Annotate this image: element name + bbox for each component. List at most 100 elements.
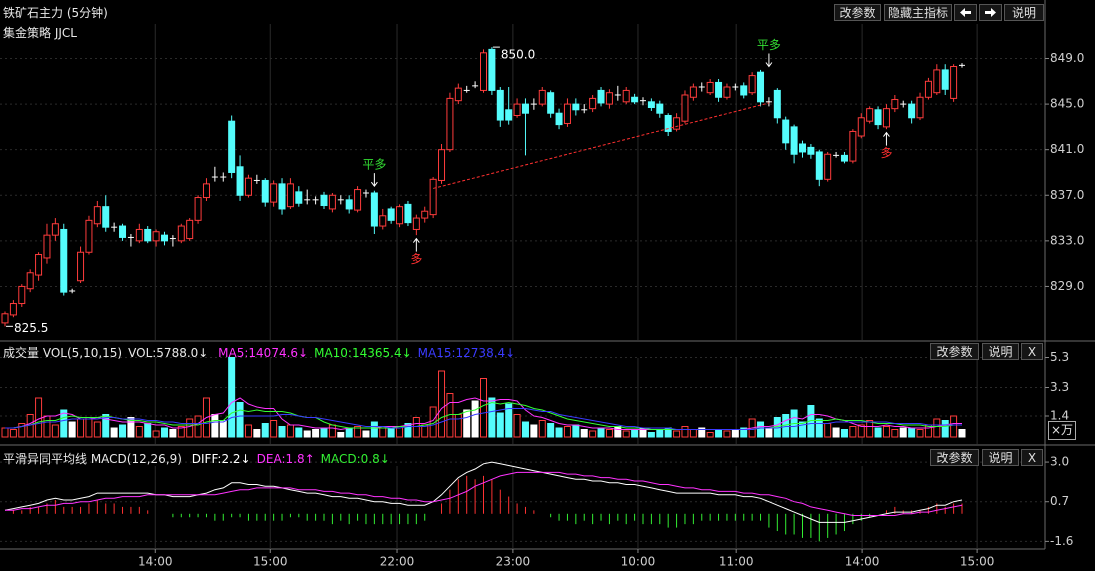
volume-bar <box>18 423 26 438</box>
volume-bar <box>715 429 723 438</box>
volume-bar <box>832 427 840 438</box>
trend-line <box>433 102 770 189</box>
volume-bar <box>471 400 479 438</box>
volume-bar <box>35 397 43 438</box>
legend-entry: MA10:14365.4↓ <box>314 346 412 360</box>
volume-bar <box>916 429 924 438</box>
volume-bar <box>673 430 681 438</box>
volume-bar <box>270 420 278 438</box>
candle-body <box>723 86 731 98</box>
volume-bar <box>882 426 890 438</box>
volume-bar <box>799 421 806 438</box>
volume-bar <box>941 420 949 438</box>
candle-body <box>555 112 563 126</box>
candle-body <box>857 117 865 137</box>
volume-bar <box>228 357 236 438</box>
candle-body <box>177 225 185 242</box>
volume-bar <box>295 427 303 438</box>
candle-body <box>102 206 110 228</box>
button[interactable]: 说明 <box>982 343 1019 360</box>
candle-body <box>572 103 580 111</box>
volume-bar <box>874 427 882 438</box>
volume-bar <box>958 429 966 438</box>
x-tick-label: 23:00 <box>496 555 531 569</box>
volume-bar <box>513 414 521 438</box>
legend-entry: MA5:14074.6↓ <box>218 346 309 360</box>
extreme-label: 850.0 <box>501 48 535 62</box>
candle-body <box>320 194 328 207</box>
volume-bar <box>908 427 916 438</box>
candle-body <box>35 254 43 276</box>
volume-bar <box>161 427 168 438</box>
volume-bar <box>933 418 941 438</box>
volume-bar <box>857 424 865 438</box>
volume-bar <box>622 430 630 438</box>
candle-body <box>202 183 210 199</box>
volume-bar <box>68 421 76 438</box>
volume-bar <box>370 421 378 438</box>
right-arrow-button[interactable] <box>979 4 1002 21</box>
candle-body <box>647 101 655 109</box>
candle-body <box>295 191 303 204</box>
volume-bar <box>840 429 848 438</box>
candle-body <box>563 103 571 124</box>
volume-bar <box>102 414 110 438</box>
volume-bar <box>950 415 958 438</box>
button[interactable]: X <box>1021 449 1043 466</box>
button[interactable]: 说明 <box>1004 4 1044 21</box>
candle-body <box>144 228 152 242</box>
signal-label: 平多 <box>362 158 386 172</box>
candle-body <box>933 69 941 94</box>
volume-bar <box>77 418 85 438</box>
y-tick-label: 837.0 <box>1050 188 1084 202</box>
candle-body <box>135 228 143 242</box>
y-tick-label: 829.0 <box>1050 279 1084 293</box>
candle-body <box>799 143 806 153</box>
candle-body <box>186 219 194 240</box>
button[interactable]: 改参数 <box>930 343 979 360</box>
volume-bar <box>589 430 597 438</box>
candle-body <box>438 149 446 181</box>
volume-bar <box>480 378 487 438</box>
candle-body <box>286 183 294 208</box>
volume-bar <box>605 429 613 438</box>
candle-body <box>924 80 932 98</box>
candle-body <box>547 92 555 114</box>
button[interactable]: 改参数 <box>930 449 979 466</box>
left-arrow-button[interactable] <box>954 4 977 21</box>
unit-label: ×万 <box>1048 421 1076 440</box>
legend-entry: DIFF:2.2↓ <box>191 452 251 466</box>
button[interactable]: 改参数 <box>834 4 881 21</box>
candle-body <box>244 177 252 196</box>
volume-bar <box>144 423 152 438</box>
volume-bar <box>538 420 546 438</box>
candle-body <box>908 103 916 119</box>
volume-bar <box>278 426 286 438</box>
x-tick-label: 15:00 <box>253 555 288 569</box>
button[interactable]: X <box>1021 343 1043 360</box>
volume-bar <box>320 427 328 438</box>
volume-bar <box>127 417 135 438</box>
candle-body <box>404 203 412 224</box>
candle-body <box>412 217 420 230</box>
volume-bar <box>253 429 261 438</box>
candle-body <box>387 208 395 221</box>
x-tick-label: 11:00 <box>719 555 754 569</box>
button[interactable]: 说明 <box>982 449 1019 466</box>
y-tick-label: 1.4 <box>1050 409 1069 423</box>
volume-bar <box>85 417 93 438</box>
candle-body <box>421 210 429 219</box>
volume-bar <box>656 429 664 438</box>
volume-bar <box>757 421 765 438</box>
volume-bar <box>530 424 538 438</box>
volume-bar <box>631 429 639 438</box>
candle-body <box>513 103 521 116</box>
volume-bar <box>312 429 320 438</box>
candle-body <box>505 109 513 121</box>
button[interactable]: 隐藏主指标 <box>884 4 952 21</box>
volume-bar <box>689 429 697 438</box>
candle-body <box>631 96 639 103</box>
volume-bar <box>169 429 177 438</box>
candle-body <box>706 81 714 94</box>
